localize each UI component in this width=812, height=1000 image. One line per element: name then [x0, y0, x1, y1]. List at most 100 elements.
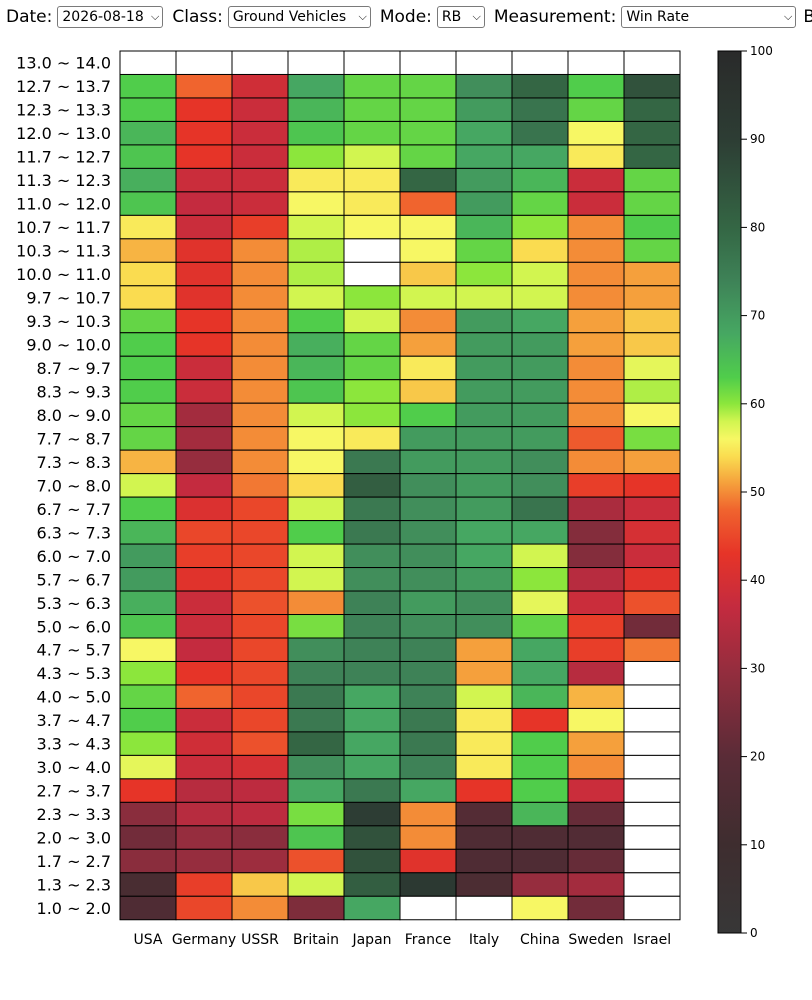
heatmap-cell — [231, 614, 289, 639]
heatmap-cell — [511, 426, 569, 451]
column-label: Germany — [172, 932, 236, 948]
heatmap-cell — [567, 872, 625, 897]
heatmap-cell — [623, 120, 681, 146]
heatmap-cell — [455, 660, 513, 686]
heatmap-cell — [399, 801, 457, 827]
heatmap-cell — [623, 496, 681, 522]
heatmap-cell — [511, 144, 569, 169]
heatmap-cell — [623, 285, 681, 310]
heatmap-cell — [175, 754, 233, 780]
heatmap-cell — [511, 543, 569, 569]
heatmap-cell — [623, 684, 681, 709]
heatmap-cell — [287, 707, 345, 733]
heatmap-cell — [511, 191, 569, 216]
heatmap-cell — [455, 707, 513, 733]
heatmap-cell — [399, 144, 457, 169]
heatmap-cell — [287, 332, 345, 357]
row-label: 9.7 ~ 10.7 — [26, 289, 111, 308]
heatmap-cell — [399, 261, 457, 287]
heatmap-cell — [511, 590, 569, 616]
mode-label: Mode: — [379, 7, 432, 27]
heatmap-cell — [623, 660, 681, 686]
heatmap-cell — [343, 567, 401, 592]
heatmap-cell — [399, 285, 457, 310]
heatmap-cell — [119, 308, 177, 334]
heatmap-cell — [567, 614, 625, 639]
heatmap-cell — [287, 73, 345, 99]
column-label: Japan — [351, 932, 391, 948]
heatmap-cell — [455, 590, 513, 616]
measurement-select[interactable]: Win Rate ⌵ — [621, 6, 797, 28]
date-select[interactable]: 2026-08-18 ⌵ — [57, 6, 164, 28]
heatmap-cell — [455, 332, 513, 357]
heatmap-cell — [399, 97, 457, 122]
heatmap-cell — [343, 449, 401, 475]
heatmap-cell — [343, 379, 401, 404]
heatmap-cell — [287, 543, 345, 569]
heatmap-cell — [623, 355, 681, 381]
heatmap-cell — [119, 261, 177, 287]
row-label: 10.3 ~ 11.3 — [16, 242, 111, 261]
heatmap-cell — [623, 778, 681, 803]
heatmap-cell — [287, 778, 345, 803]
heatmap-cell — [455, 191, 513, 216]
heatmap-cell — [567, 825, 625, 850]
heatmap-cell — [455, 496, 513, 522]
heatmap-cell — [511, 496, 569, 522]
heatmap-cell — [623, 238, 681, 263]
heatmap-cell — [175, 473, 233, 498]
heatmap-cell — [399, 473, 457, 498]
colorbar-tick-label: 60 — [750, 397, 765, 411]
heatmap-cell — [287, 144, 345, 169]
heatmap-cell — [511, 731, 569, 756]
heatmap-cell — [567, 473, 625, 498]
colorbar-tick-label: 10 — [750, 838, 765, 852]
heatmap-cell — [287, 379, 345, 404]
heatmap-cell — [399, 590, 457, 616]
heatmap-cell — [287, 402, 345, 428]
heatmap-cell — [399, 191, 457, 216]
row-label: 7.7 ~ 8.7 — [37, 429, 111, 448]
heatmap-cell — [343, 872, 401, 897]
heatmap-cell — [119, 590, 177, 616]
heatmap-cell — [511, 308, 569, 334]
row-label: 10.7 ~ 11.7 — [16, 218, 111, 237]
heatmap-cell — [567, 449, 625, 475]
colorbar-tick-label: 40 — [750, 573, 765, 587]
heatmap-cell — [623, 825, 681, 850]
heatmap-cell — [119, 73, 177, 99]
heatmap-cell — [399, 895, 457, 921]
heatmap-cell — [175, 355, 233, 381]
heatmap-cell — [455, 778, 513, 803]
heatmap-cell — [287, 449, 345, 475]
heatmap-cell — [399, 684, 457, 709]
heatmap-cell — [119, 731, 177, 756]
heatmap-cell — [231, 238, 289, 263]
row-label: 11.3 ~ 12.3 — [16, 171, 111, 190]
heatmap-cell — [231, 261, 289, 287]
row-label: 12.7 ~ 13.7 — [16, 77, 111, 96]
row-label: 10.0 ~ 11.0 — [16, 265, 111, 284]
heatmap-cell — [175, 167, 233, 193]
heatmap-cell — [119, 660, 177, 686]
heatmap-cell — [623, 731, 681, 756]
heatmap-cell — [119, 614, 177, 639]
heatmap-cell — [119, 214, 177, 240]
heatmap-cell — [119, 801, 177, 827]
heatmap-cell — [175, 238, 233, 263]
heatmap-cell — [511, 214, 569, 240]
heatmap-cell — [455, 449, 513, 475]
heatmap-cell — [511, 754, 569, 780]
heatmap-cell — [175, 426, 233, 451]
heatmap-cell — [623, 637, 681, 662]
heatmap-cell — [175, 848, 233, 874]
heatmap-cell — [567, 285, 625, 310]
heatmap-cell — [567, 261, 625, 287]
heatmap-cell — [175, 590, 233, 616]
class-select[interactable]: Ground Vehicles ⌵ — [227, 6, 371, 28]
heatmap-cell — [455, 144, 513, 169]
row-label: 8.0 ~ 9.0 — [37, 406, 111, 425]
row-label: 3.0 ~ 4.0 — [37, 758, 111, 777]
row-label: 3.7 ~ 4.7 — [37, 711, 111, 730]
mode-select[interactable]: RB ⌵ — [436, 6, 485, 28]
